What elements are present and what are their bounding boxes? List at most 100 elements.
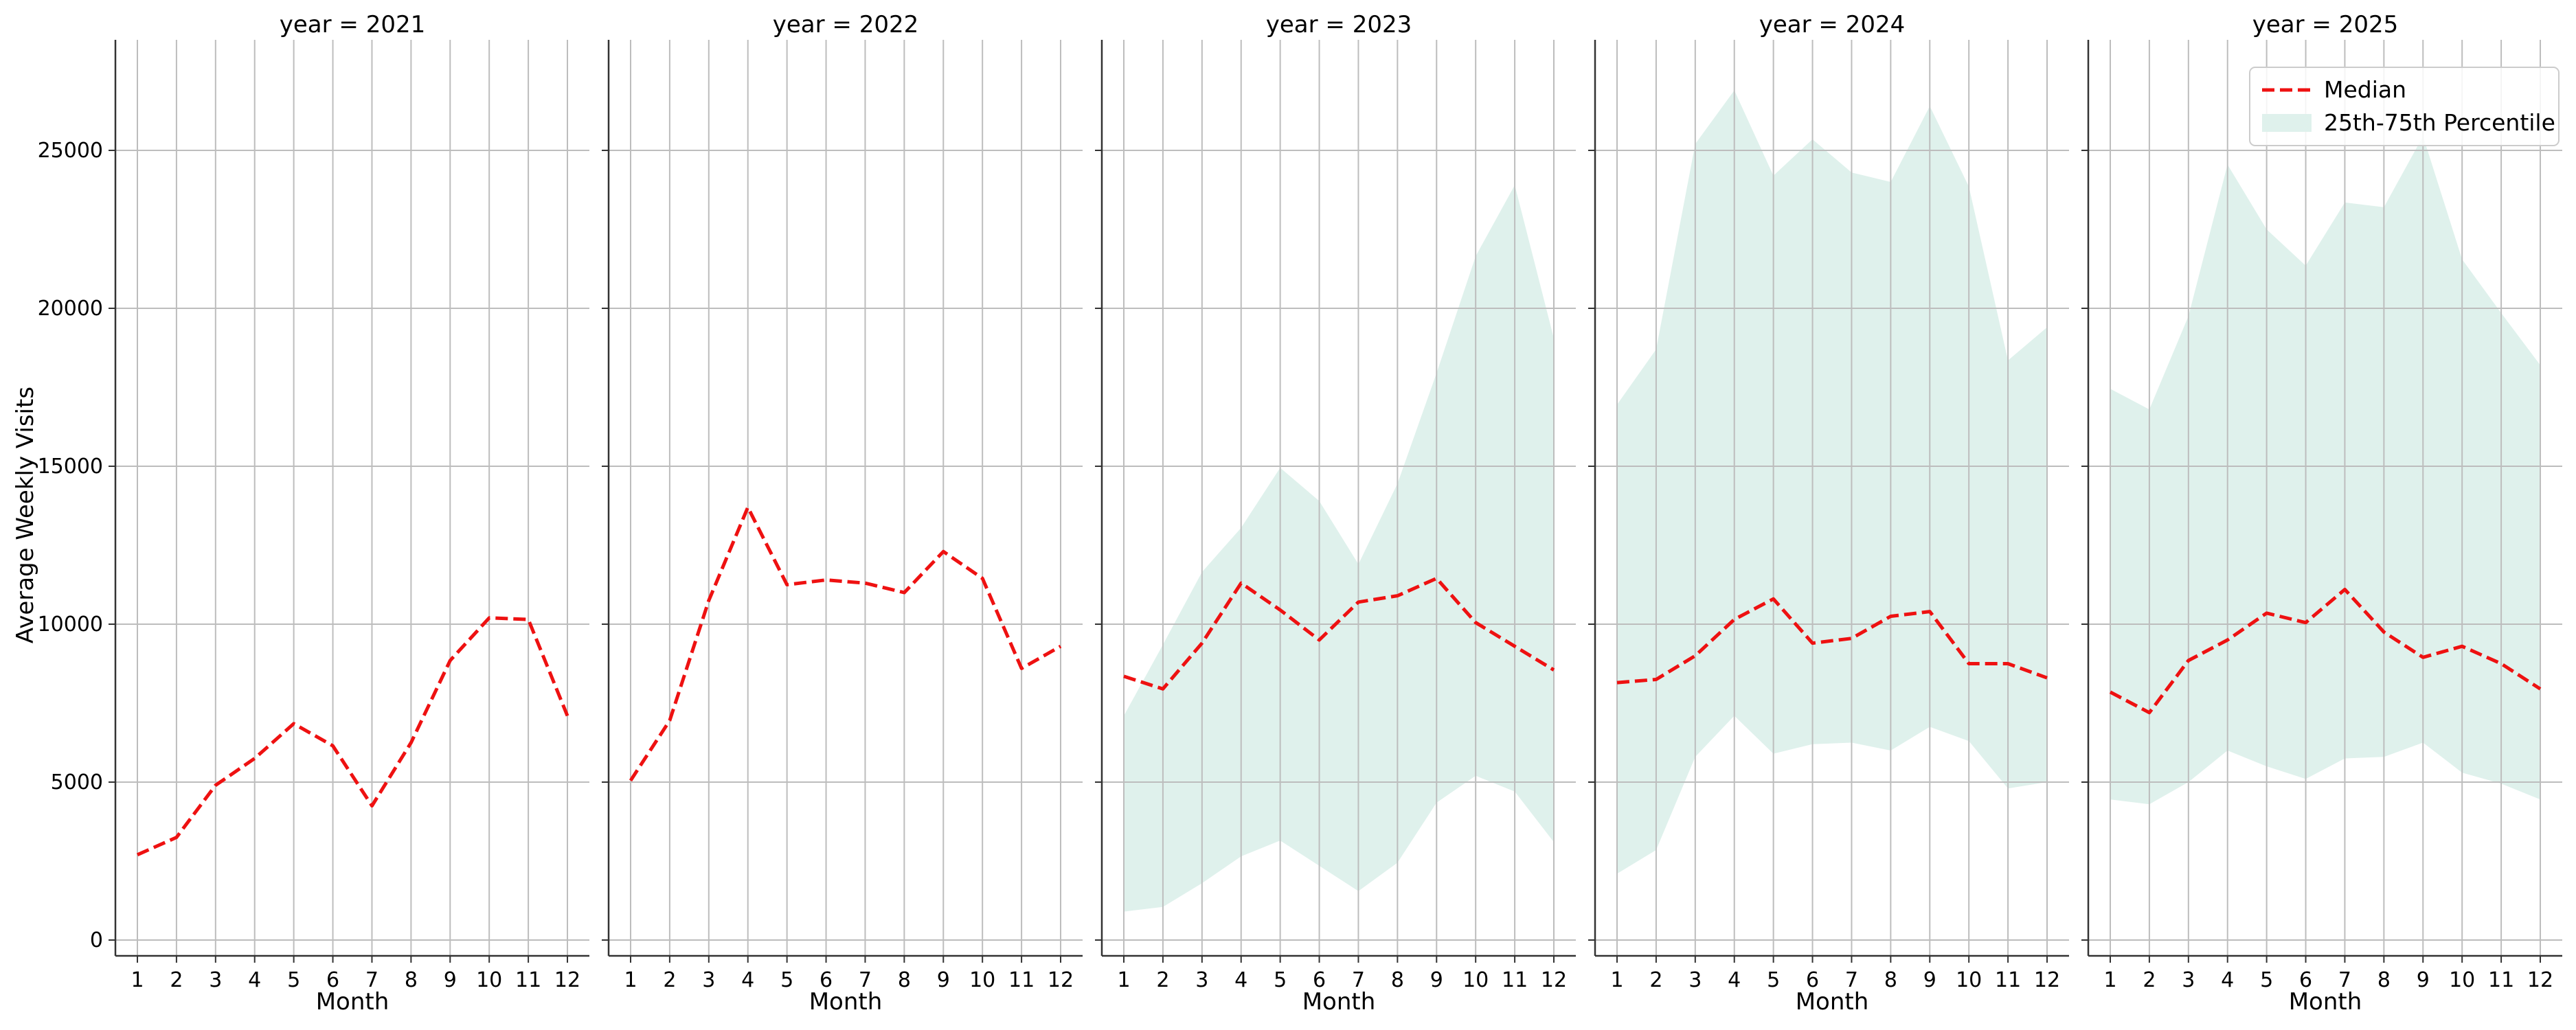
x-tick-label: 12 [1541,968,1567,992]
y-tick-label: 0 [90,928,103,952]
x-tick-label: 7 [859,968,872,992]
x-tick-label: 5 [780,968,793,992]
x-tick-label: 9 [2417,968,2430,992]
x-tick-label: 4 [1728,968,1741,992]
x-tick-label: 7 [365,968,379,992]
x-tick-label: 2 [2143,968,2156,992]
x-tick-label: 10 [1462,968,1489,992]
grid [2088,40,2562,956]
x-tick-label: 1 [1117,968,1130,992]
chart-panels: 1 2 3 4 5 6 7 8 9 10 11 120500010000150002000025000… [38,11,2562,1016]
y-tick-label: 20000 [38,297,103,321]
x-tick-label: 2 [663,968,676,992]
x-axis-label: Month [809,988,883,1016]
panel-title: year = 2025 [2252,11,2398,38]
median-line [2109,587,2542,715]
x-tick-label: 8 [405,968,418,992]
x-tick-label: 5 [1767,968,1780,992]
panel-title: year = 2021 [280,11,425,38]
legend-label-band: 25th-75th Percentile [2324,109,2555,136]
y-tick-label: 25000 [38,139,103,163]
x-tick-label: 7 [2338,968,2351,992]
x-tick-label: 6 [326,968,339,992]
grid [1595,40,2069,956]
legend-frame [2249,67,2560,146]
x-tick-label: 3 [1195,968,1208,992]
x-tick-label: 10 [2449,968,2475,992]
x-tick-label: 2 [1156,968,1169,992]
panel-title: year = 2024 [1759,11,1905,38]
x-tick-label: 8 [1391,968,1404,992]
x-tick-label: 8 [2377,968,2391,992]
x-tick-label: 2 [170,968,183,992]
legend: Median 25th-75th Percentile [2249,67,2560,146]
x-tick-label: 3 [702,968,715,992]
legend-swatch-band [2262,114,2312,132]
panel-1: 1 2 3 4 5 6 7 8 9 10 11 120500010000150002000025000… [38,11,589,1016]
x-axis-label: Month [1796,988,1869,1016]
median-line [629,505,1062,782]
x-tick-label: 6 [1313,968,1326,992]
x-tick-label: 8 [898,968,911,992]
x-tick-label: 4 [741,968,754,992]
x-tick-label: 12 [554,968,580,992]
x-tick-label: 5 [2260,968,2273,992]
x-tick-label: 6 [820,968,833,992]
panel-title: year = 2023 [1266,11,1412,38]
x-tick-label: 10 [1956,968,1982,992]
x-tick-label: 10 [476,968,502,992]
x-tick-label: 8 [1884,968,1897,992]
percentile-band [1124,185,1554,912]
x-tick-label: 1 [624,968,637,992]
grid [1102,40,1576,956]
y-tick-label: 10000 [38,613,103,637]
x-tick-label: 1 [1610,968,1623,992]
x-tick-label: 4 [248,968,261,992]
median-line [1616,597,2048,685]
y-tick-label: 5000 [51,770,103,794]
x-tick-label: 3 [1688,968,1702,992]
x-tick-label: 9 [1923,968,1936,992]
median-line [136,616,569,857]
x-axis-label: Month [1302,988,1376,1016]
x-tick-label: 2 [1649,968,1662,992]
median-line [1123,576,1555,691]
x-axis-label: Month [316,988,389,1016]
x-tick-label: 3 [2182,968,2195,992]
panel-title: year = 2022 [773,11,918,38]
x-tick-label: 7 [1352,968,1365,992]
y-tick-label: 15000 [38,455,103,479]
x-tick-label: 11 [1995,968,2021,992]
x-tick-label: 12 [1048,968,1074,992]
x-tick-label: 11 [515,968,541,992]
x-tick-label: 5 [1274,968,1287,992]
x-tick-label: 6 [1806,968,1819,992]
x-tick-label: 11 [1008,968,1035,992]
x-tick-label: 3 [209,968,222,992]
grid [115,40,589,956]
x-tick-label: 11 [1502,968,1528,992]
x-tick-label: 11 [2488,968,2514,992]
x-tick-label: 7 [1845,968,1858,992]
percentile-band [1617,90,2047,874]
y-axis-label: Average Weekly Visits [12,387,39,643]
x-tick-label: 1 [2103,968,2116,992]
x-tick-label: 5 [287,968,300,992]
x-tick-label: 4 [2221,968,2234,992]
x-axis-label: Month [2289,988,2362,1016]
x-tick-label: 9 [937,968,950,992]
x-tick-label: 12 [2034,968,2060,992]
x-tick-label: 9 [1430,968,1443,992]
x-tick-label: 4 [1234,968,1247,992]
legend-label-median: Median [2324,76,2406,103]
x-tick-label: 6 [2299,968,2312,992]
grid [609,40,1083,956]
percentile-band [2110,136,2540,805]
x-tick-label: 9 [444,968,457,992]
x-tick-label: 10 [969,968,995,992]
